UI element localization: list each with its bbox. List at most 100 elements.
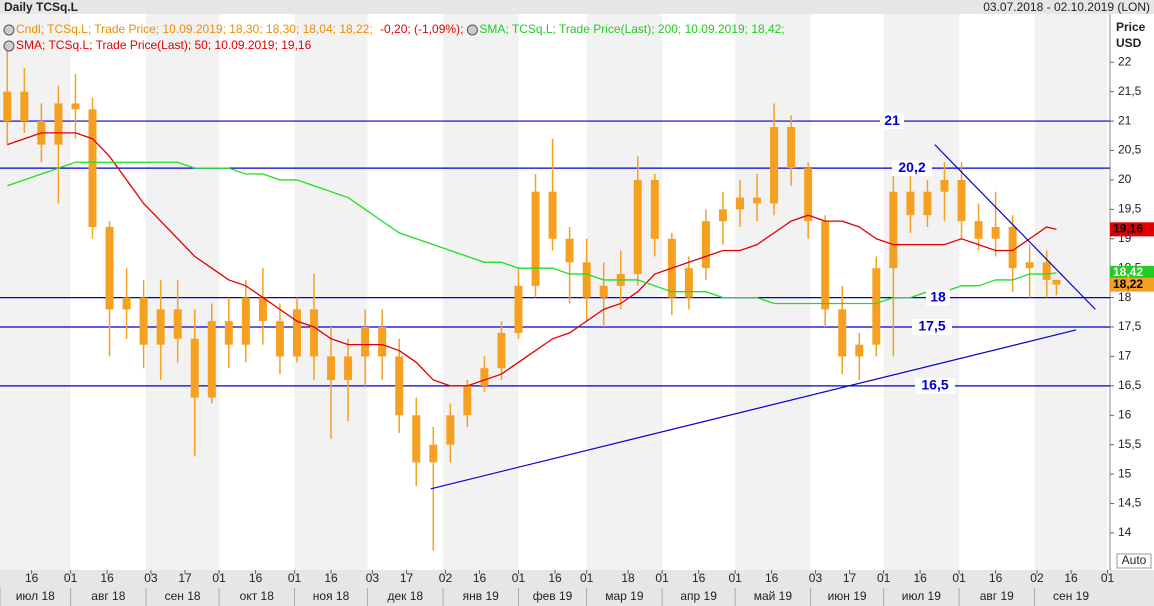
candle-body	[1008, 226, 1017, 269]
header-bar	[0, 0, 1154, 14]
x-tick-label: 16	[692, 571, 706, 585]
candle-body	[361, 327, 370, 357]
y-tick-label: 22	[1118, 54, 1132, 68]
trend-line	[430, 329, 1077, 490]
x-tick-label: 16	[324, 571, 338, 585]
price-badge	[1110, 222, 1154, 237]
x-tick-label: 17	[843, 571, 857, 585]
chart-title: Daily TCSq.L	[4, 0, 78, 14]
y-tick-label: 20	[1118, 172, 1132, 186]
x-tick-label: 01	[288, 571, 302, 585]
x-axis-bar	[0, 570, 1154, 606]
candle-body	[378, 327, 387, 357]
candle-body	[241, 297, 250, 345]
candle-body	[736, 197, 744, 210]
candle-body	[770, 126, 779, 204]
month-band	[294, 14, 368, 570]
candle-body	[1052, 279, 1061, 285]
month-label: июл 18	[16, 589, 55, 603]
candle-body	[207, 321, 216, 398]
price-badge	[1110, 277, 1154, 292]
candle-body	[821, 221, 830, 310]
candle-body	[1025, 262, 1034, 269]
candle-body	[531, 191, 540, 286]
x-tick-label: 16	[25, 571, 39, 585]
candle-body	[190, 338, 199, 398]
month-label: фев 19	[533, 589, 573, 603]
legend-entry: Cndl; TCSq.L; Trade Price; 10.09.2019; 1…	[16, 22, 373, 36]
month-label: ноя 18	[313, 589, 350, 603]
y-axis-area	[1110, 14, 1154, 570]
auto-button-label[interactable]: Auto	[1122, 553, 1147, 567]
y-axis-unit: USD	[1116, 36, 1142, 50]
y-tick-label: 21,5	[1118, 84, 1142, 98]
level-label-bg	[915, 377, 955, 394]
candle-body	[582, 262, 591, 298]
candle-body	[344, 356, 353, 380]
candle-body	[701, 221, 710, 269]
x-tick-label: 03	[366, 571, 380, 585]
candle-body	[565, 238, 574, 263]
candle-body	[71, 103, 80, 110]
month-label: сен 19	[1053, 589, 1089, 603]
y-tick-label: 14	[1118, 525, 1132, 539]
candle-body	[889, 191, 898, 269]
y-tick-label: 14,5	[1118, 496, 1142, 510]
x-tick-label: 03	[809, 571, 823, 585]
month-label: янв 19	[463, 589, 500, 603]
legend-icon	[3, 40, 15, 52]
x-tick-label: 01	[1101, 571, 1115, 585]
x-tick-label: 02	[439, 571, 453, 585]
x-tick-label: 16	[249, 571, 263, 585]
month-label: дек 18	[387, 589, 423, 603]
month-label: июн 19	[828, 589, 867, 603]
candle-body	[650, 179, 659, 239]
candle-body	[88, 109, 97, 227]
candle-body	[957, 179, 966, 222]
candle-body	[258, 297, 267, 322]
y-tick-label: 16,5	[1118, 378, 1142, 392]
candle-body	[906, 191, 915, 216]
candle-body	[395, 356, 404, 416]
candle-body	[480, 368, 489, 386]
month-label: окт 18	[240, 589, 275, 603]
candle-body	[838, 309, 847, 357]
candle-body	[991, 226, 1000, 239]
date-range: 03.07.2018 - 02.10.2019 (LON)	[983, 0, 1150, 14]
month-label: июл 19	[902, 589, 941, 603]
candle-body	[753, 197, 762, 204]
level-label-bg	[880, 113, 904, 130]
candle-body	[787, 126, 796, 169]
candle-body	[310, 309, 319, 357]
y-tick-label: 17,5	[1118, 319, 1142, 333]
month-label: апр 19	[680, 589, 717, 603]
candle-body	[855, 344, 864, 357]
candle-body	[327, 356, 336, 380]
y-tick-label: 19,5	[1118, 202, 1142, 216]
x-tick-label: 17	[400, 571, 414, 585]
sma-line	[7, 161, 1057, 305]
candle-body	[122, 297, 131, 310]
price-badge-label: 18,22	[1113, 277, 1143, 291]
x-tick-label: 01	[580, 571, 594, 585]
y-tick-label: 21	[1118, 113, 1132, 127]
x-tick-label: 16	[100, 571, 114, 585]
x-tick-label: 01	[655, 571, 669, 585]
x-tick-label: 16	[913, 571, 927, 585]
candle-body	[156, 309, 165, 345]
candle-body	[54, 103, 63, 145]
candle-body	[446, 415, 455, 445]
x-tick-label: 01	[877, 571, 891, 585]
y-tick-label: 15	[1118, 466, 1132, 480]
candle-body	[599, 285, 608, 298]
y-tick-label: 20,5	[1118, 143, 1142, 157]
candle-body	[718, 209, 727, 222]
candle-body	[429, 444, 438, 463]
auto-button[interactable]	[1116, 553, 1152, 569]
y-tick-label: 17	[1118, 349, 1132, 363]
candle-body	[463, 385, 472, 416]
level-label-bg	[892, 160, 932, 177]
month-label: май 19	[754, 589, 793, 603]
x-tick-label: 16	[765, 571, 779, 585]
candle-body	[872, 268, 881, 345]
